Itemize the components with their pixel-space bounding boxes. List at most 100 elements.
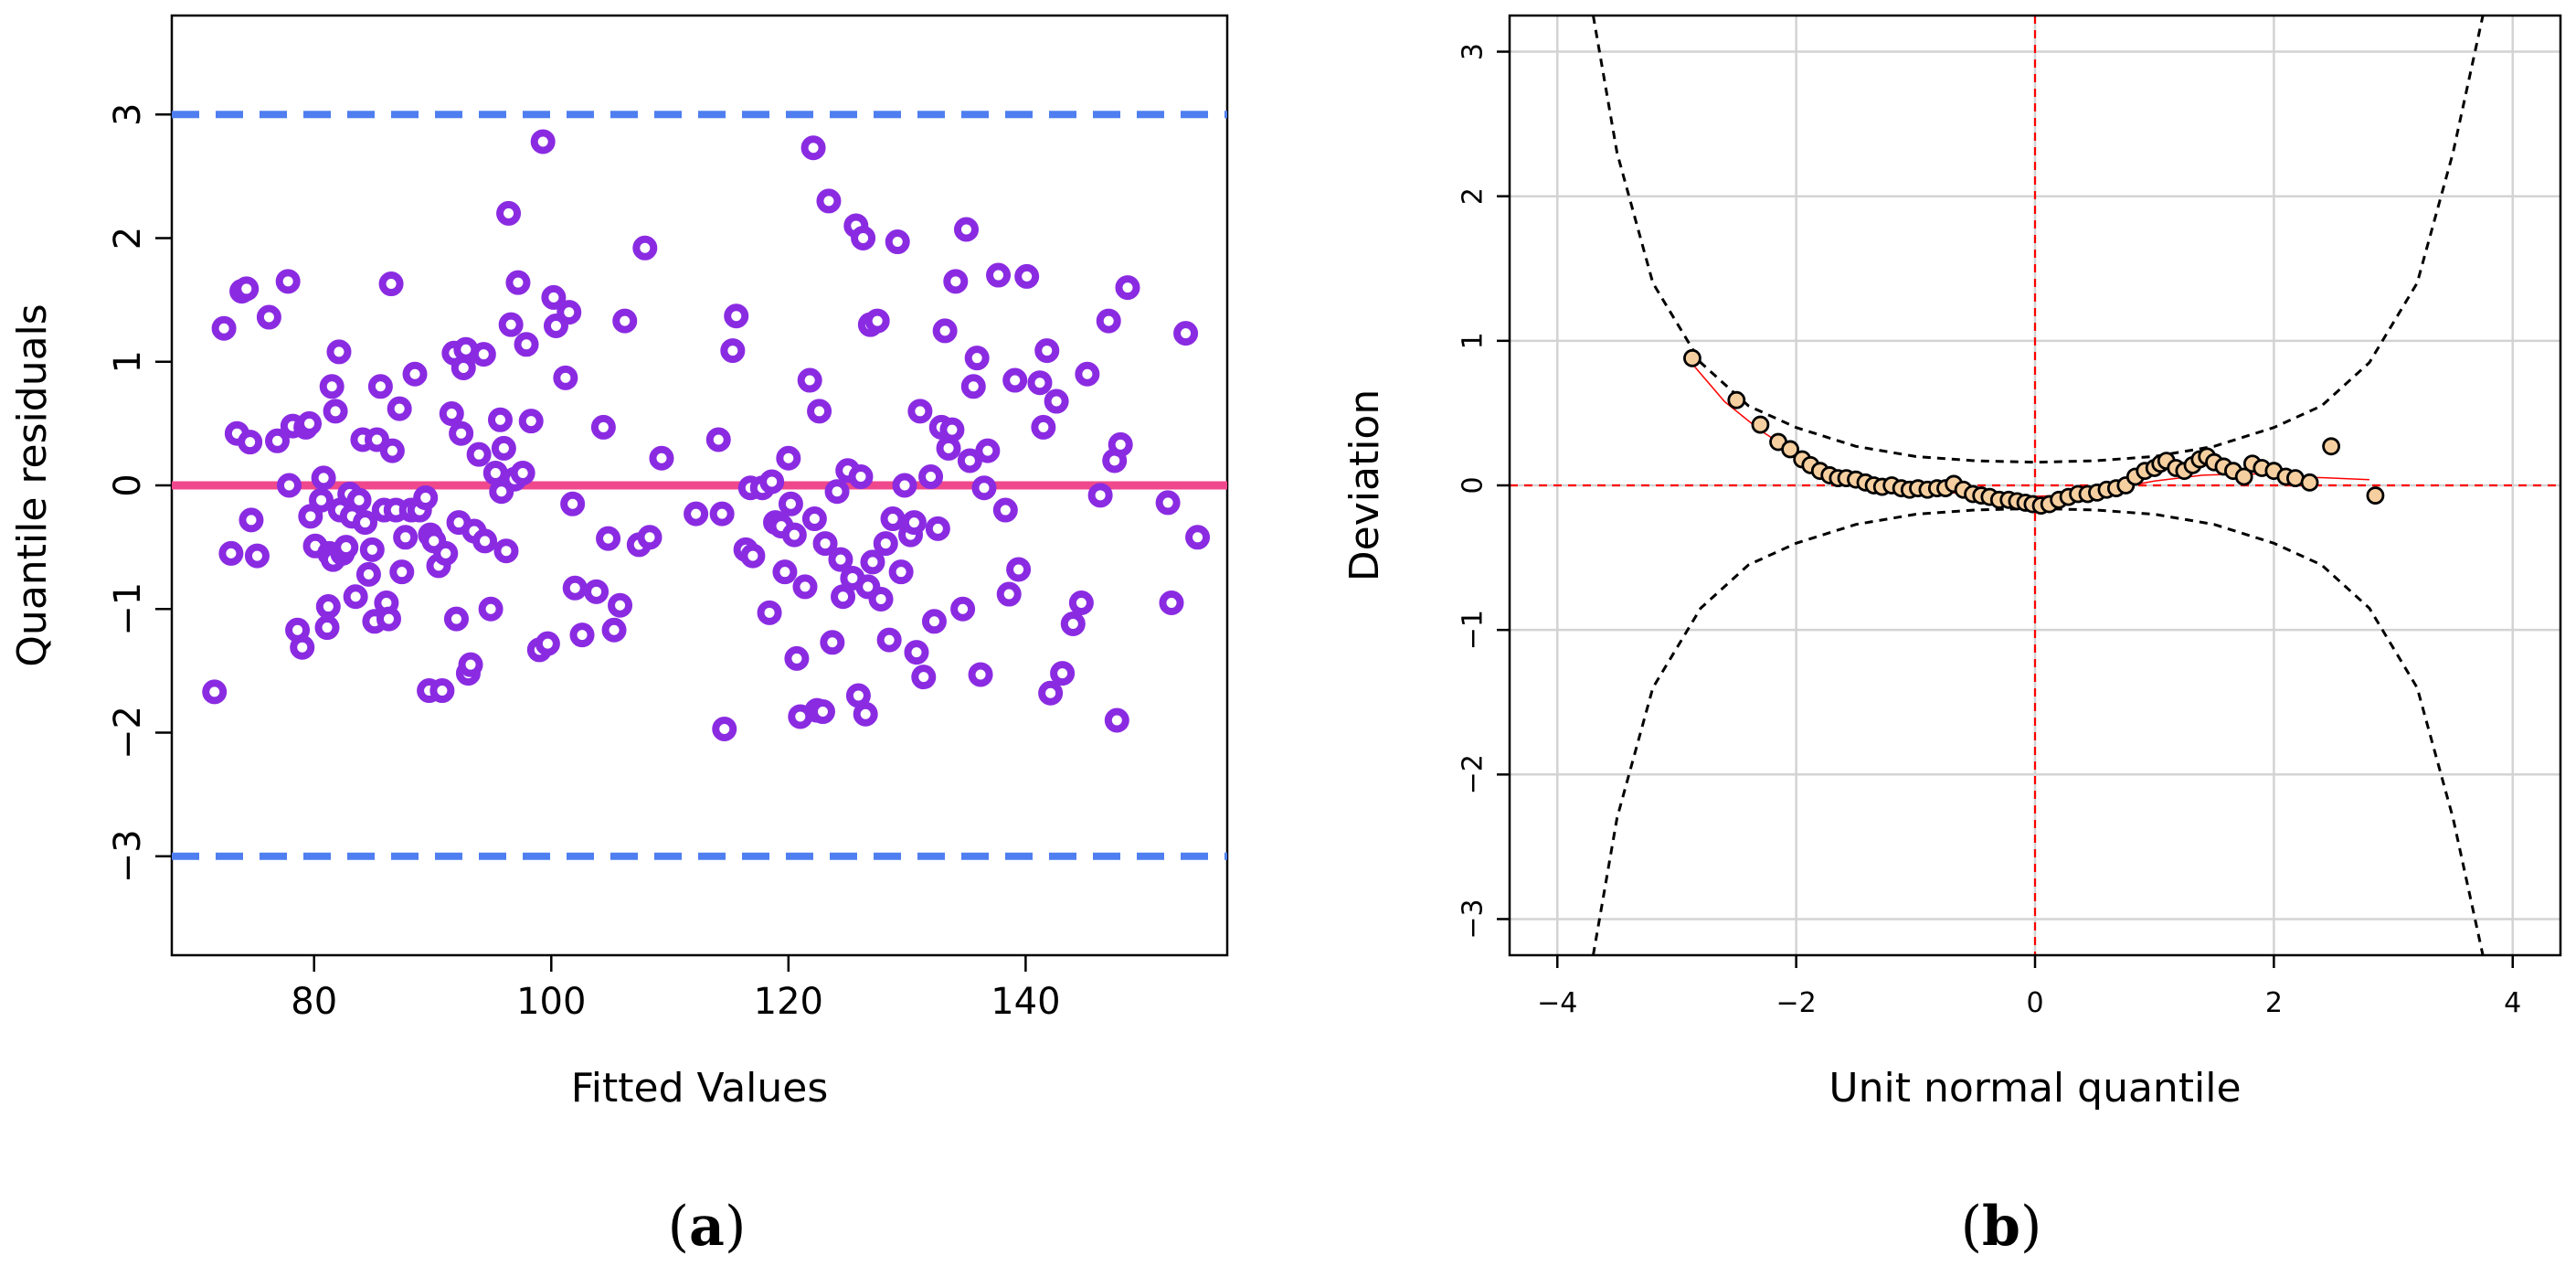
data-point <box>943 269 969 294</box>
data-point <box>759 469 785 495</box>
data-point <box>590 414 616 440</box>
data-point <box>848 464 874 490</box>
y-tick-label: 3 <box>1458 43 1489 60</box>
y-tick-label: 1 <box>1458 332 1489 349</box>
data-point <box>911 665 937 690</box>
data-point <box>1096 308 1121 334</box>
lower-confidence-band <box>1592 506 2485 955</box>
data-point <box>290 634 315 660</box>
data-point <box>319 374 345 399</box>
data-point <box>541 284 567 310</box>
data-point <box>256 304 281 330</box>
data-point <box>238 430 263 455</box>
data-point <box>784 645 810 671</box>
data-point <box>234 276 260 302</box>
data-point <box>387 396 412 421</box>
data-point <box>2300 473 2319 492</box>
data-point <box>560 491 586 516</box>
data-point <box>1027 370 1053 396</box>
data-point <box>218 540 244 566</box>
data-point <box>876 627 902 653</box>
data-point <box>315 594 341 620</box>
data-point <box>936 435 961 461</box>
y-tick-label: 1 <box>107 350 149 373</box>
y-tick-label: 2 <box>107 227 149 250</box>
data-point <box>964 346 990 371</box>
data-point <box>449 420 474 446</box>
data-point <box>458 652 483 677</box>
data-point <box>1115 275 1140 301</box>
data-point <box>530 129 556 154</box>
panel-a: 80 100 120 140 −3 −2 −1 0 1 2 3 Fitted Values Quanti… <box>9 14 1229 1259</box>
data-point <box>907 399 933 424</box>
y-axis-title: Deviation <box>1341 389 1388 581</box>
data-point <box>2322 437 2340 456</box>
x-axis-title: Unit normal quantile <box>1829 1065 2241 1112</box>
data-point <box>443 606 469 632</box>
x-tick-label: 4 <box>2504 987 2521 1019</box>
data-point <box>986 262 1012 288</box>
data-point <box>778 491 803 516</box>
data-point <box>873 531 898 557</box>
data-point <box>797 367 822 393</box>
data-point <box>239 507 264 533</box>
data-point <box>562 575 588 601</box>
data-point <box>1031 414 1056 440</box>
data-point <box>276 473 302 498</box>
x-tick-label: −2 <box>1776 987 1817 1019</box>
data-point <box>1155 490 1181 516</box>
data-point <box>439 401 464 427</box>
data-point <box>518 409 544 434</box>
y-tick-label: −2 <box>107 706 149 760</box>
data-point <box>1002 367 1028 393</box>
x-tick-label: 2 <box>2265 987 2283 1019</box>
data-point <box>992 497 1018 523</box>
data-point <box>853 701 878 727</box>
data-point <box>275 269 301 294</box>
x-tick-label: 100 <box>516 981 586 1023</box>
data-point <box>1751 415 1770 434</box>
data-point <box>975 438 1001 463</box>
data-point <box>596 526 621 551</box>
data-point <box>367 374 393 399</box>
data-point <box>845 683 871 708</box>
data-point <box>393 525 419 550</box>
y-tick-label: −3 <box>1458 899 1489 939</box>
data-point <box>957 448 982 473</box>
data-point <box>482 460 508 485</box>
y-tick-label: −1 <box>1458 610 1489 650</box>
data-point <box>553 365 578 390</box>
panel-label: (b) <box>1961 1195 2042 1259</box>
x-tick-label: 140 <box>991 981 1060 1023</box>
data-point <box>918 464 944 490</box>
data-point <box>535 631 560 656</box>
data-point <box>557 300 582 325</box>
data-point <box>1075 361 1100 387</box>
data-point <box>816 188 842 214</box>
data-point <box>478 596 504 622</box>
y-axis-title: Quantile residuals <box>9 303 56 666</box>
data-point <box>904 640 929 665</box>
data-point <box>851 225 876 250</box>
data-point <box>429 678 455 704</box>
data-point <box>309 487 334 513</box>
data-point <box>1104 707 1129 733</box>
data-point <box>608 592 633 618</box>
data-point <box>334 535 359 560</box>
data-point <box>376 606 401 632</box>
data-point <box>355 561 381 587</box>
panel-b: −4 −2 0 2 4 −3 −2 −1 0 1 2 3 Unit normal quantile Dev… <box>1341 14 2562 1259</box>
data-point <box>772 559 798 585</box>
data-point <box>860 549 885 575</box>
y-tick-label: −3 <box>107 829 149 883</box>
data-point <box>1781 440 1800 459</box>
data-point <box>514 332 539 357</box>
upper-confidence-band <box>1592 16 2485 464</box>
data-point <box>326 339 352 365</box>
data-point <box>466 442 492 467</box>
data-point <box>820 630 845 655</box>
data-point <box>389 559 415 585</box>
data-point <box>960 374 986 399</box>
x-tick-label: 80 <box>291 981 337 1023</box>
data-point <box>709 501 735 527</box>
